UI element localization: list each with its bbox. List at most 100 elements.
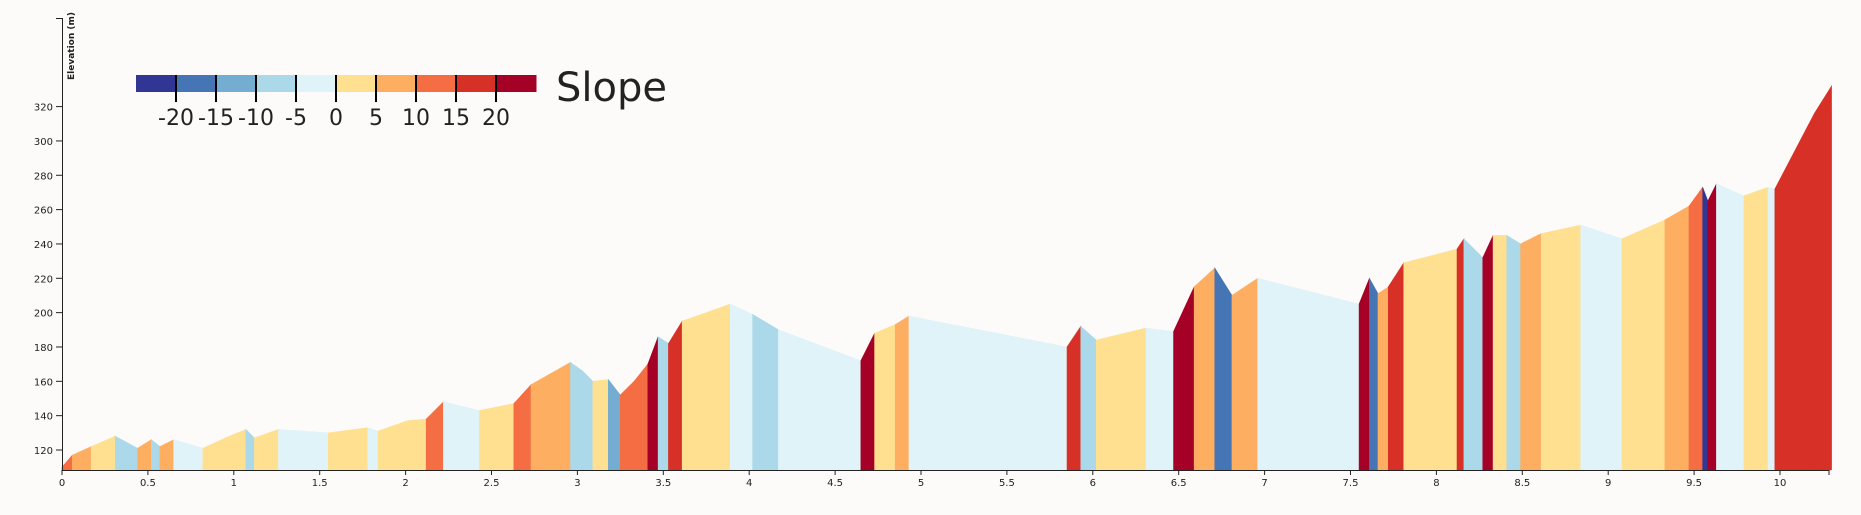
slope-segment — [1145, 327, 1174, 471]
slope-segment — [173, 439, 204, 471]
slope-segment — [1377, 286, 1389, 471]
legend-swatch — [256, 75, 297, 92]
slope-segment — [1403, 248, 1458, 471]
slope-segment — [202, 437, 226, 471]
x-tick-label: 2.5 — [484, 478, 500, 489]
y-tick-label: 160 — [34, 377, 53, 388]
slope-segment — [137, 439, 152, 471]
slope-segment — [1173, 286, 1195, 471]
slope-segment — [1080, 325, 1097, 471]
slope-segment — [1767, 186, 1776, 471]
x-tick-label: 0 — [59, 478, 65, 489]
legend-tick-label: 10 — [402, 106, 430, 131]
x-tick-label: 8 — [1433, 478, 1439, 489]
slope-segment — [608, 378, 621, 471]
slope-segment — [752, 313, 779, 471]
x-tick-label: 9 — [1605, 478, 1611, 489]
slope-segment — [1358, 278, 1370, 471]
slope-segment — [159, 439, 174, 471]
legend-tick-label: 0 — [329, 106, 343, 131]
slope-segment — [1716, 183, 1745, 471]
slope-legend: -20 -15 -10 -5 0 5 10 15 20 Slope — [136, 65, 667, 131]
legend-title: Slope — [556, 65, 667, 111]
x-tick-label: 5.5 — [999, 478, 1015, 489]
legend-tick-label: -20 — [158, 106, 194, 131]
x-tick-label: 6.5 — [1171, 478, 1187, 489]
legend-swatch — [416, 75, 457, 92]
slope-segment — [668, 320, 683, 471]
y-tick-label: 220 — [34, 274, 53, 285]
x-tick-label: 9.5 — [1686, 478, 1702, 489]
slope-segment — [1463, 238, 1484, 471]
x-tick-label: 2 — [402, 478, 408, 489]
slope-segment — [1621, 219, 1666, 471]
slope-segment — [1387, 261, 1405, 471]
slope-segment — [582, 370, 594, 471]
y-tick-label: 140 — [34, 412, 53, 423]
slope-segment — [657, 336, 669, 471]
x-tick-label: 4.5 — [827, 478, 843, 489]
x-tick-label: 3.5 — [655, 478, 671, 489]
slope-segment — [407, 418, 427, 471]
slope-segment — [1257, 277, 1360, 471]
legend-swatch — [376, 75, 417, 92]
slope-segment — [443, 401, 480, 471]
x-tick-label: 4 — [746, 478, 752, 489]
slope-segment — [1095, 327, 1147, 471]
x-tick-label: 7.5 — [1343, 478, 1359, 489]
slope-segment — [1580, 224, 1623, 471]
x-tick-label: 5 — [918, 478, 924, 489]
slope-segments — [61, 84, 1832, 471]
y-tick-label: 320 — [34, 103, 53, 114]
slope-segment — [530, 361, 571, 471]
slope-segment — [681, 303, 731, 471]
slope-segment — [1492, 235, 1508, 471]
x-tick-label: 8.5 — [1514, 478, 1530, 489]
legend-swatch — [216, 75, 257, 92]
y-axis-title: Elevation (m) — [67, 12, 77, 80]
y-tick-label: 300 — [34, 137, 53, 148]
slope-segment — [367, 427, 379, 471]
legend-tick-label: 20 — [482, 106, 510, 131]
y-tick-label: 280 — [34, 171, 53, 182]
y-tick-label: 240 — [34, 240, 53, 251]
slope-segment — [1540, 224, 1582, 471]
slope-segment — [90, 435, 116, 471]
slope-segment — [327, 427, 369, 471]
legend-tick-label: 5 — [369, 106, 383, 131]
x-tick-label: 7 — [1261, 478, 1267, 489]
slope-segment — [61, 454, 73, 471]
y-tick-label: 180 — [34, 343, 53, 354]
slope-segment — [730, 303, 753, 471]
y-tick-label: 260 — [34, 206, 53, 217]
slope-segment — [1231, 277, 1259, 471]
legend-swatch — [136, 75, 177, 92]
legend-tick-label: -5 — [285, 106, 307, 131]
slope-segment — [908, 315, 1068, 471]
slope-segment — [1520, 233, 1542, 471]
slope-segment — [1814, 84, 1832, 471]
x-tick-label: 1 — [231, 478, 237, 489]
slope-segment — [1702, 187, 1709, 471]
legend-swatches — [136, 75, 537, 92]
slope-segment — [647, 336, 659, 471]
y-axis: Elevation (m) 120 140 160 180 200 220 240 260 28… — [34, 12, 77, 470]
x-tick-label: 1.5 — [312, 478, 328, 489]
slope-segment — [1506, 234, 1521, 471]
x-tick-label: 6 — [1090, 478, 1096, 489]
legend-ticks: -20 -15 -10 -5 0 5 10 15 20 — [158, 75, 510, 131]
slope-segment — [1214, 266, 1233, 471]
slope-segment — [1456, 237, 1465, 471]
slope-segment — [1369, 277, 1379, 471]
slope-segment — [620, 380, 635, 471]
slope-segment — [72, 446, 92, 471]
y-tick-label: 200 — [34, 309, 53, 320]
slope-segment — [1774, 113, 1815, 471]
slope-segment — [1482, 235, 1494, 471]
slope-segment — [778, 329, 862, 471]
slope-segment — [1707, 183, 1717, 471]
legend-swatch — [176, 75, 217, 92]
slope-segment — [224, 428, 247, 471]
legend-tick-label: 15 — [442, 106, 470, 131]
